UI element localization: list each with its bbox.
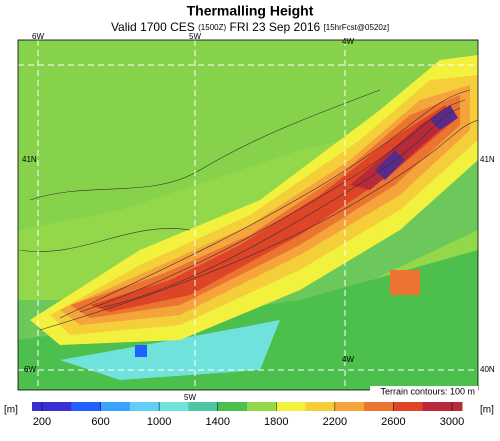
- subtitle-part: (1500Z): [198, 23, 226, 32]
- colorbar-swatch: [100, 402, 131, 411]
- colorbar-swatch: [334, 402, 365, 411]
- colorbar-swatch: [247, 402, 277, 411]
- colorbar-swatch: [188, 402, 219, 411]
- colorbar-swatch: [217, 402, 248, 411]
- colorbar-tick-label: 2600: [381, 416, 405, 428]
- lon-label: 5W: [189, 32, 201, 41]
- subtitle: Valid 1700 CES (1500Z) FRI 23 Sep 2016 […: [111, 20, 389, 34]
- colorbar-tick-label: 200: [33, 416, 51, 428]
- contour-note: Terrain contours: 100 m: [380, 386, 475, 396]
- colorbar-tick-label: 600: [91, 416, 109, 428]
- lon-label: 5W: [184, 393, 196, 402]
- colorbar-swatch: [393, 402, 424, 411]
- colorbar-tick-label: 1800: [264, 416, 288, 428]
- subtitle-part: Valid 1700 CES: [111, 20, 195, 34]
- note-box: [370, 386, 478, 398]
- colorbar-swatch: [129, 402, 160, 411]
- colorbar-swatch: [305, 402, 336, 411]
- lon-label: 4W: [342, 37, 354, 46]
- colorbar-tick-label: 2200: [323, 416, 347, 428]
- colorbar-swatch: [276, 402, 307, 411]
- lat-label: 41N: [480, 155, 495, 164]
- subtitle-part: [15hrFcst@0520z]: [324, 23, 389, 32]
- colorbar-swatch: [159, 402, 189, 411]
- lon-label: 6W: [32, 32, 44, 41]
- colorbar-swatch: [32, 402, 72, 411]
- lon-label: 4W: [342, 355, 354, 364]
- lat-label: 41N: [22, 155, 37, 164]
- colorbar-tick-label: 1400: [205, 416, 229, 428]
- colorbar-swatch: [71, 402, 102, 411]
- lon-label: 6W: [24, 365, 36, 374]
- unit-label: [m]: [4, 405, 18, 416]
- colorbar-tick-label: 1000: [147, 416, 171, 428]
- unit-label: [m]: [480, 405, 494, 416]
- title: Thermalling Height: [187, 3, 314, 19]
- colorbar-swatch: [364, 402, 394, 411]
- map-field: [17, 39, 479, 391]
- colorbar: 200 600 1000 1400 1800 2200 2600 3000: [32, 402, 464, 428]
- subtitle-part: FRI 23 Sep 2016: [229, 20, 320, 34]
- colorbar-tick-label: 3000: [440, 416, 464, 428]
- colorbar-swatch: [422, 402, 463, 411]
- lat-label: 40N: [480, 365, 495, 374]
